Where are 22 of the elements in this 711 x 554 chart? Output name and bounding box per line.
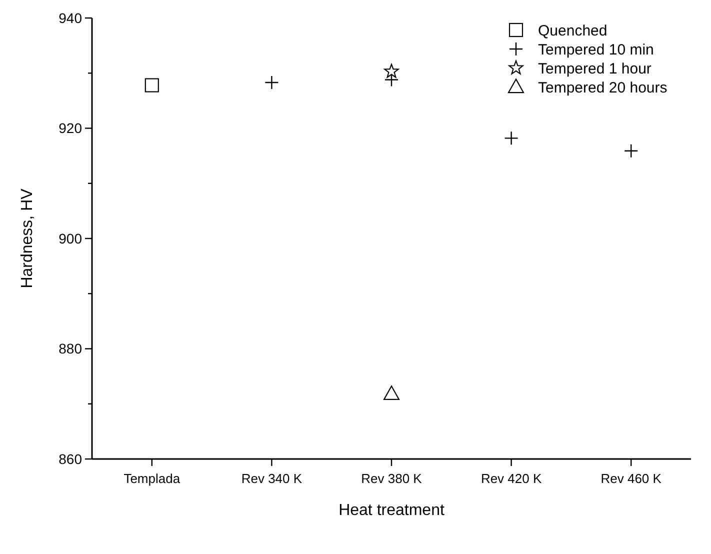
legend-label: Tempered 1 hour [538, 60, 652, 78]
point [385, 73, 398, 86]
legend-label: Tempered 10 min [538, 41, 654, 58]
y-tick-label: 940 [58, 10, 82, 26]
point [384, 64, 399, 78]
point [265, 76, 278, 89]
x-axis-title: Heat treatment [338, 502, 445, 519]
x-tick-label: Rev 340 K [241, 471, 302, 486]
point [383, 386, 400, 400]
point [504, 132, 518, 145]
x-tick-label: Rev 420 K [480, 471, 542, 486]
legend-label: Tempered 20 hours [538, 79, 668, 96]
y-tick-label: 920 [58, 120, 82, 136]
y-tick-label: 900 [58, 230, 82, 246]
point [144, 78, 159, 92]
x-tick-label: Rev 380 K [361, 471, 422, 486]
x-tick-label: Rev 460 K [600, 471, 662, 486]
y-tick-label: 880 [58, 340, 82, 357]
y-tick-label: 860 [58, 450, 82, 467]
y-axis-title: Hardness, HV [19, 188, 36, 288]
legend-label: Quenched [538, 22, 608, 40]
x-tick-label: Templada [124, 471, 181, 486]
